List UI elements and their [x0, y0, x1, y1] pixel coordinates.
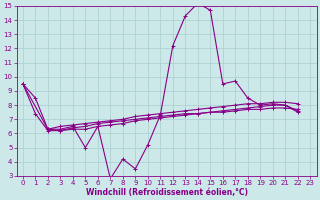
X-axis label: Windchill (Refroidissement éolien,°C): Windchill (Refroidissement éolien,°C) [85, 188, 248, 197]
